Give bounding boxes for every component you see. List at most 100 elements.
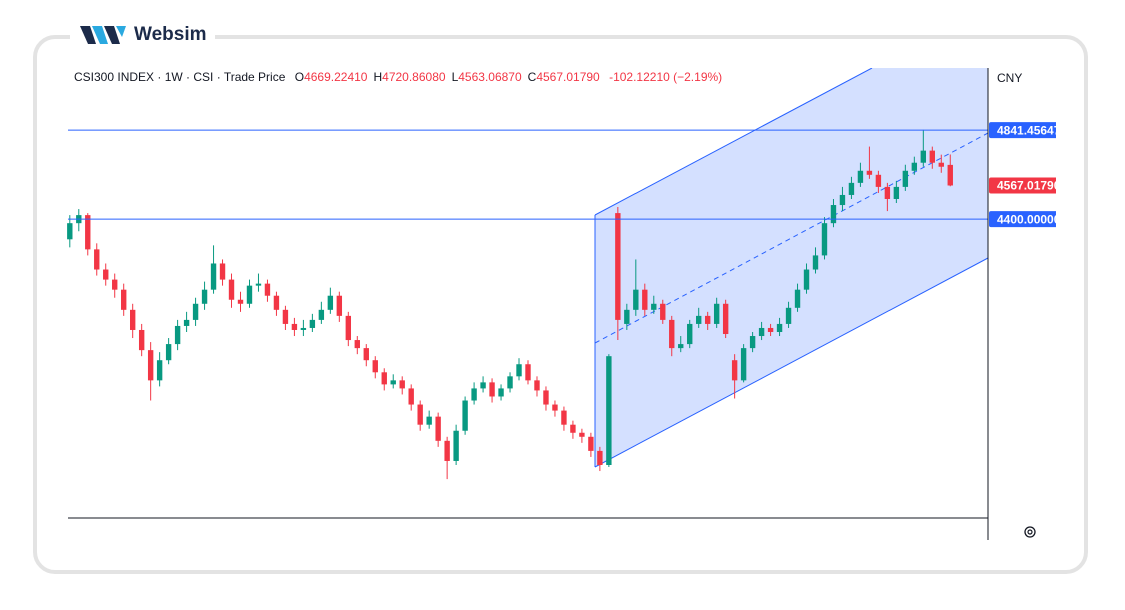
candle-body <box>929 150 935 163</box>
candle-body <box>794 289 801 308</box>
candle-body <box>165 344 172 361</box>
candle-body <box>893 186 900 199</box>
candle-body <box>426 416 432 425</box>
channel-lower <box>594 257 988 468</box>
candle-body <box>660 303 666 320</box>
price-line-tag <box>989 122 1056 139</box>
ohlc-value: 4563.06870 <box>458 70 522 84</box>
candle-body <box>758 327 765 337</box>
candle-body <box>417 404 423 425</box>
chart-header: CSI300 INDEX · 1W · CSI · Trade Price O4… <box>74 70 722 84</box>
candle-body <box>839 194 846 206</box>
candle-body <box>237 299 244 304</box>
candle-body <box>300 327 307 330</box>
candle-body <box>606 356 612 465</box>
candle-body <box>588 436 594 451</box>
candle-body <box>183 319 190 326</box>
candle-body <box>471 388 477 401</box>
settings-icon[interactable] <box>1024 526 1036 538</box>
candle-body <box>722 303 729 335</box>
candle-body <box>687 323 693 345</box>
ohlc-label: O <box>294 70 305 84</box>
candle-body <box>435 416 441 441</box>
card-frame <box>33 35 1088 574</box>
candle-body <box>219 263 226 280</box>
candle-body <box>85 215 91 250</box>
candle-body <box>103 269 109 280</box>
candle-body <box>480 382 486 389</box>
candle-body <box>318 309 325 320</box>
candle-body <box>749 336 756 349</box>
candle-body <box>633 289 639 310</box>
candle-body <box>678 344 684 349</box>
candle-body <box>174 325 181 345</box>
candle-body <box>345 315 352 341</box>
candle-body <box>812 255 819 270</box>
candle-body <box>291 323 298 330</box>
candle-body <box>821 223 828 256</box>
currency: CNY <box>997 71 1022 85</box>
candle-body <box>129 309 136 330</box>
candle-body <box>624 309 630 324</box>
candle-body <box>67 223 73 240</box>
candle-body <box>309 319 316 328</box>
candle-body <box>830 205 837 224</box>
price-line-label: 4400.00000 <box>997 212 1061 226</box>
candle-body <box>516 364 522 377</box>
candle-body <box>866 170 873 175</box>
regression-channel <box>594 68 988 468</box>
price-line-tag <box>989 211 1056 228</box>
candle-body <box>579 432 585 437</box>
brand-logo <box>80 26 126 44</box>
candle-body <box>156 360 163 381</box>
candle-body <box>552 404 558 411</box>
candle-body <box>138 329 145 351</box>
ohlc-value: 4567.01790 <box>536 70 600 84</box>
candle-body <box>372 360 378 373</box>
candle-body <box>561 410 567 425</box>
price-change: -102.12210 (−2.19%) <box>609 70 723 84</box>
candle-body <box>642 289 648 310</box>
candle-body <box>884 186 891 199</box>
candle-body <box>354 340 360 349</box>
price-line-label: 4841.45647 <box>997 123 1061 137</box>
candle-body <box>363 348 369 361</box>
candle-body <box>767 327 774 332</box>
candle-body <box>803 269 810 290</box>
candle-body <box>507 376 513 389</box>
symbol-title: CSI300 INDEX · 1W · CSI · Trade Price <box>74 70 286 84</box>
candle-body <box>201 289 208 304</box>
ohlc-value: 4669.22410 <box>304 70 368 84</box>
candle-body <box>938 162 944 167</box>
candle-body <box>525 364 531 381</box>
candle-body <box>381 372 387 385</box>
candle-body <box>273 295 280 310</box>
candle-body <box>228 279 235 300</box>
ohlc-label: H <box>373 70 383 84</box>
candle-body <box>785 307 792 324</box>
candle-body <box>399 380 405 389</box>
candle-body <box>255 283 262 286</box>
candle-body <box>776 323 783 332</box>
candle-body <box>444 440 450 461</box>
candle-body <box>390 380 396 385</box>
channel-upper <box>594 68 873 216</box>
candle-body <box>597 450 603 465</box>
candle-body <box>669 319 675 349</box>
candle-body <box>282 309 289 324</box>
ohlc-label: L <box>451 70 459 84</box>
candle-body <box>543 390 549 405</box>
candle-body <box>920 150 927 163</box>
candle-body <box>696 315 702 324</box>
candle-body <box>210 263 217 290</box>
candle-body <box>489 382 495 397</box>
candle-body <box>498 388 504 397</box>
candle-body <box>534 380 540 391</box>
candle-body <box>848 182 855 195</box>
candle-body <box>651 303 657 310</box>
candle-body <box>947 164 953 186</box>
candle-body <box>408 388 414 405</box>
last-price-label: 4567.01790 <box>997 179 1061 193</box>
